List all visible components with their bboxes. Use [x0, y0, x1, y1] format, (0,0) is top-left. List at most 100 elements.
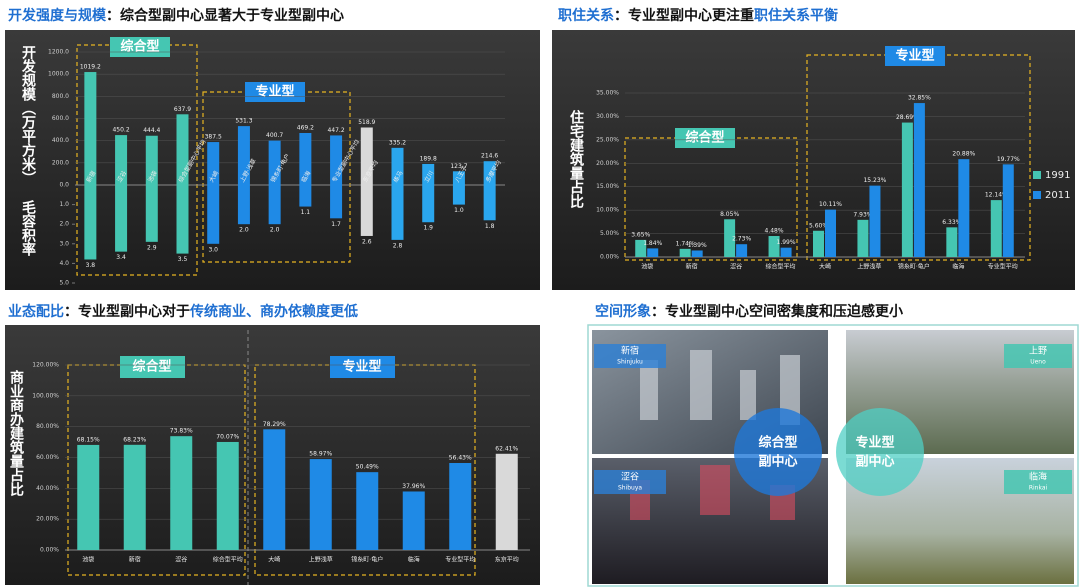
bar [84, 72, 97, 185]
x-tick-label: 综合型平均 [766, 263, 796, 271]
photo-tag [1004, 470, 1072, 494]
y-tick-label: 40.00% [36, 485, 59, 492]
y2-tick-label: 2.0 [59, 221, 69, 228]
photo-tag [594, 344, 666, 368]
value-label: 8.05% [720, 211, 739, 218]
group-box [67, 364, 246, 576]
x-tick-label: 大崎 [268, 556, 280, 564]
value-label: 3.4 [116, 254, 126, 261]
value-label: 1.74% [676, 240, 695, 247]
value-label: 78.29% [263, 421, 286, 428]
value-label: 28.69% [896, 114, 919, 121]
heading-rest: ：综合型副中心显著大于专业型副中心 [106, 7, 344, 24]
value-label: 387.5 [205, 134, 222, 141]
heading-rest: ：专业型副中心空间密集度和压迫感更小 [651, 303, 903, 320]
y-tick-label: 1200.0 [48, 49, 69, 56]
heading-lead: 空间形象 [595, 303, 651, 320]
y2-tick-label: 5.0 [59, 280, 69, 287]
bar [901, 122, 913, 257]
bar [115, 185, 128, 252]
value-label: 12.14% [985, 192, 1008, 199]
y-tick-label: 80.00% [36, 423, 59, 430]
bar [825, 209, 836, 257]
bar [691, 250, 703, 257]
x-tick-label: 涩谷 [175, 556, 187, 564]
x-tick-label: 大崎 [819, 263, 831, 271]
x-tick-label: 新宿 [129, 556, 141, 564]
value-label: 1.99% [777, 239, 796, 246]
bar [946, 227, 958, 257]
y2-tick-label: 1.0 [59, 201, 69, 208]
bar [123, 444, 146, 550]
value-label: 3.65% [631, 231, 650, 238]
y-tick-label: 400.0 [52, 137, 69, 144]
photo-tag [594, 470, 666, 494]
bar [356, 472, 379, 550]
bar [422, 163, 435, 185]
bar [391, 185, 404, 240]
value-label: 214.6 [481, 153, 498, 160]
bar [635, 239, 647, 257]
value-label: 1019.2 [80, 64, 101, 71]
photo-romaji: Shibuya [618, 485, 642, 492]
bar [869, 185, 881, 257]
bar [724, 219, 736, 257]
photo-romaji: Rinkai [1029, 485, 1048, 492]
bar [449, 463, 472, 550]
x-tick-label: 临海 [952, 263, 964, 271]
value-label: 1.9 [423, 225, 433, 232]
heading-accent: 职住关系平衡 [754, 7, 838, 24]
bar [452, 171, 465, 185]
bar [736, 244, 748, 257]
value-label: 400.7 [266, 132, 283, 139]
legend-swatch [1033, 171, 1041, 179]
bar [483, 161, 496, 185]
value-label: 7.93% [853, 211, 872, 218]
photo-label: 上野 [1029, 346, 1047, 357]
value-label: 531.3 [235, 118, 252, 125]
y-tick-label: 0.00% [40, 547, 59, 554]
y-tick-label: 200.0 [52, 159, 69, 166]
photo-tag [1004, 344, 1072, 368]
heading: 开发强度与规模：综合型副中心显著大于专业型副中心 [8, 7, 344, 24]
value-label: 335.2 [389, 139, 406, 146]
value-label: 1.84% [643, 240, 662, 247]
group-tag [330, 356, 395, 378]
heading-lead: 职住关系 [558, 7, 614, 24]
bar [145, 135, 158, 185]
group-box [254, 364, 476, 576]
group-tag [885, 46, 945, 66]
bar [84, 185, 97, 260]
bar [77, 444, 100, 550]
value-label: 1.7 [331, 221, 341, 228]
x-tick-label: 专业型平均 [445, 556, 475, 564]
photo-romaji: Ueno [1030, 359, 1046, 366]
value-label: 58.97% [309, 451, 332, 458]
heading: 职住关系：专业型副中心更注重职住关系平衡 [558, 7, 838, 24]
y-tick-label: 25.00% [596, 136, 619, 143]
heading-lead: 业态配比 [8, 303, 64, 320]
y-tick-label: 0.00% [600, 254, 619, 261]
y-tick-label: 1000.0 [48, 71, 69, 78]
type-circle [836, 408, 924, 496]
bar [176, 114, 189, 185]
value-label: 2.73% [732, 236, 751, 243]
y-tick-label: 30.00% [596, 113, 619, 120]
value-label: 73.83% [170, 428, 193, 435]
value-label: 4.48% [765, 228, 784, 235]
value-label: 3.8 [86, 262, 96, 269]
bar [170, 436, 193, 550]
y-tick-label: 60.00% [36, 454, 59, 461]
value-label: 1.0 [454, 207, 464, 214]
value-label: 70.07% [216, 433, 239, 440]
value-label: 68.23% [123, 436, 146, 443]
y-tick-label: 600.0 [52, 115, 69, 122]
photo-label: 临海 [1029, 471, 1047, 483]
bar [647, 248, 659, 257]
group-label: 综合型 [685, 130, 724, 146]
bar [299, 185, 312, 207]
value-label: 1.39% [688, 242, 707, 249]
bar [268, 185, 281, 225]
value-label: 3.5 [178, 256, 188, 263]
legend-swatch [1033, 191, 1041, 199]
